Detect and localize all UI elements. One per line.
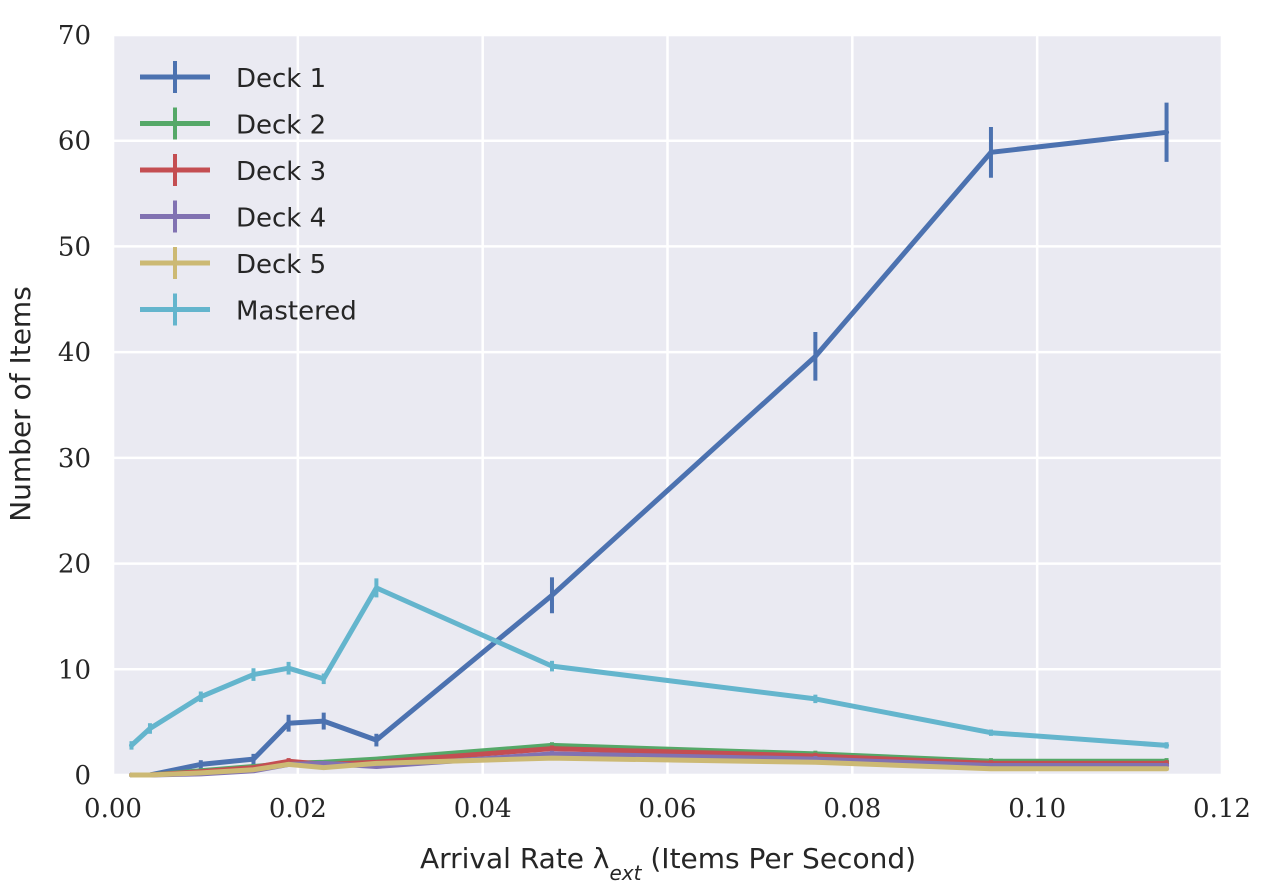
x-tick-label: 0.00 — [84, 794, 142, 824]
legend-label: Deck 3 — [236, 157, 326, 187]
y-tick-label: 50 — [58, 232, 91, 262]
legend-item-deck-1: Deck 1 — [140, 61, 326, 94]
x-tick-label: 0.08 — [823, 794, 881, 824]
legend-label: Mastered — [236, 297, 357, 327]
x-axis: 0.00 0.02 0.04 0.06 0.08 0.10 0.12 — [84, 794, 1251, 824]
y-tick-label: 60 — [58, 127, 91, 157]
legend-label: Deck 5 — [236, 250, 326, 280]
y-tick-label: 0 — [74, 761, 91, 791]
y-tick-label: 10 — [58, 655, 91, 685]
legend-item-mastered: Mastered — [140, 293, 357, 327]
legend-label: Deck 2 — [236, 111, 326, 141]
y-tick-label: 20 — [58, 550, 91, 580]
x-tick-label: 0.04 — [454, 794, 512, 824]
series-deck-5 — [129, 755, 1170, 778]
legend: Deck 1 Deck 2 Deck 3 Deck 4 Deck 5 Mastered — [140, 61, 357, 327]
x-tick-label: 0.10 — [1008, 794, 1066, 824]
legend-item-deck-3: Deck 3 — [140, 154, 326, 187]
legend-item-deck-5: Deck 5 — [140, 247, 326, 280]
series-group — [129, 102, 1170, 778]
series-deck-1 — [129, 102, 1170, 778]
x-tick-label: 0.12 — [1193, 794, 1251, 824]
legend-label: Deck 1 — [236, 64, 326, 94]
y-tick-label: 30 — [58, 444, 91, 474]
legend-item-deck-4: Deck 4 — [140, 200, 326, 234]
legend-label: Deck 4 — [236, 204, 326, 234]
x-axis-label: Arrival Rate λext (Items Per Second) — [420, 842, 916, 885]
x-tick-label: 0.02 — [269, 794, 327, 824]
series-mastered — [129, 578, 1170, 750]
y-axis-label: Number of Items — [4, 286, 37, 522]
y-axis: 0 10 20 30 40 50 60 70 — [58, 21, 91, 791]
y-tick-label: 70 — [58, 21, 91, 51]
legend-item-deck-2: Deck 2 — [140, 107, 326, 141]
y-tick-label: 40 — [58, 338, 91, 368]
x-tick-label: 0.06 — [639, 794, 697, 824]
